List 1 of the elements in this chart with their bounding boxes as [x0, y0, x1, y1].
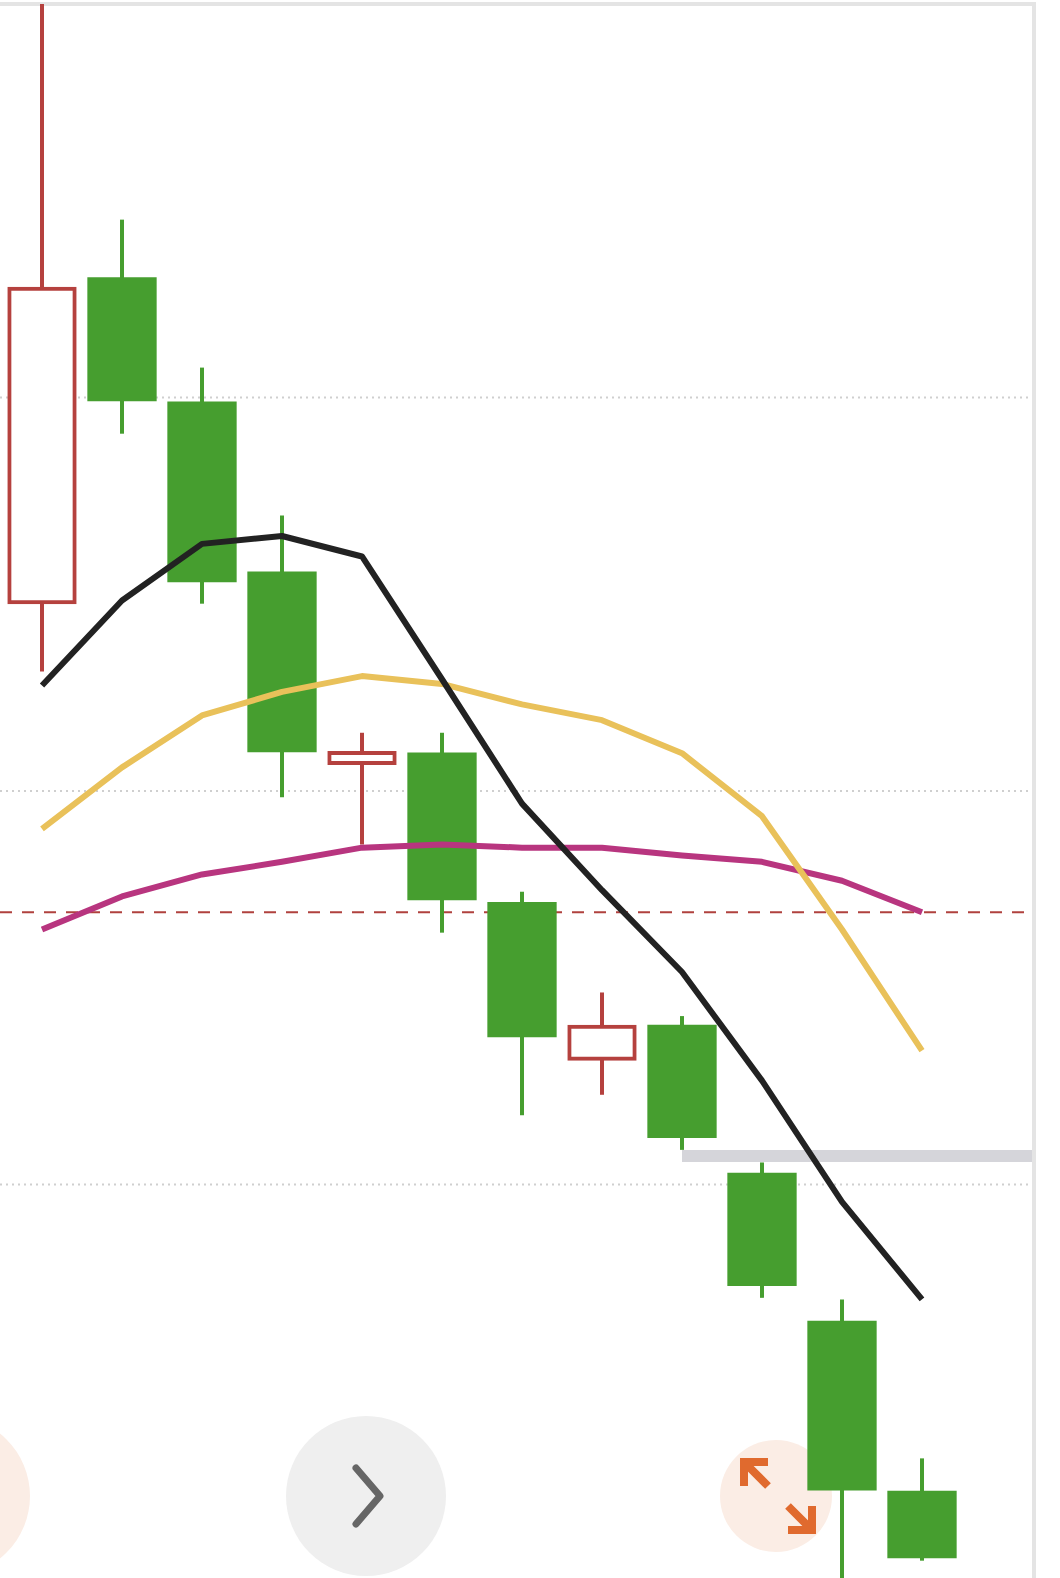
- candlestick: [327, 730, 397, 847]
